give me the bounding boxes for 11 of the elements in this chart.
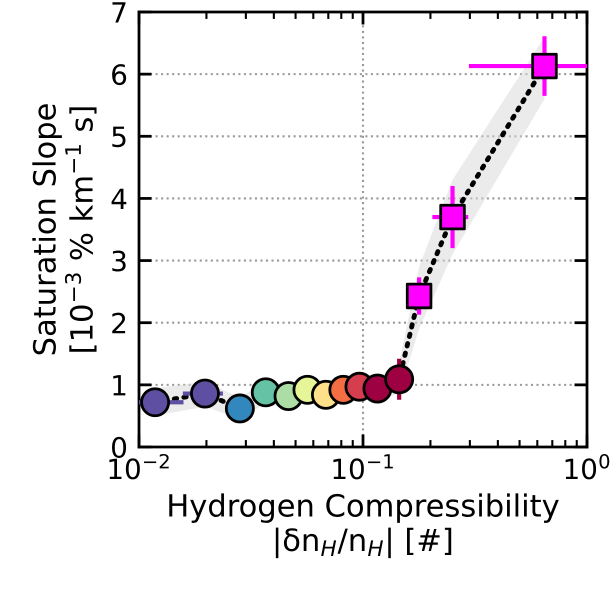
y-tick-label: 6 xyxy=(112,64,126,86)
y-tick-label: 2 xyxy=(112,312,126,334)
x-axis-title: Hydrogen Compressibility |δn$_{H}$/n$_{H}$| [#] xyxy=(169,493,559,558)
y-tick-label: 1 xyxy=(113,375,126,396)
y-tick-label: 4 xyxy=(112,188,126,209)
y-tick-label: 3 xyxy=(112,250,126,272)
y-tick-label: 5 xyxy=(112,126,126,148)
y-axis-title: Saturation Slope [10$^{−3}$ % km$^{−1}$ s] xyxy=(32,104,97,354)
y-tick-label: 7 xyxy=(112,2,126,23)
x-tick-label: 10$^{−1}$ xyxy=(333,454,393,480)
x-tick-label: 10$^{0}$ xyxy=(566,454,610,480)
